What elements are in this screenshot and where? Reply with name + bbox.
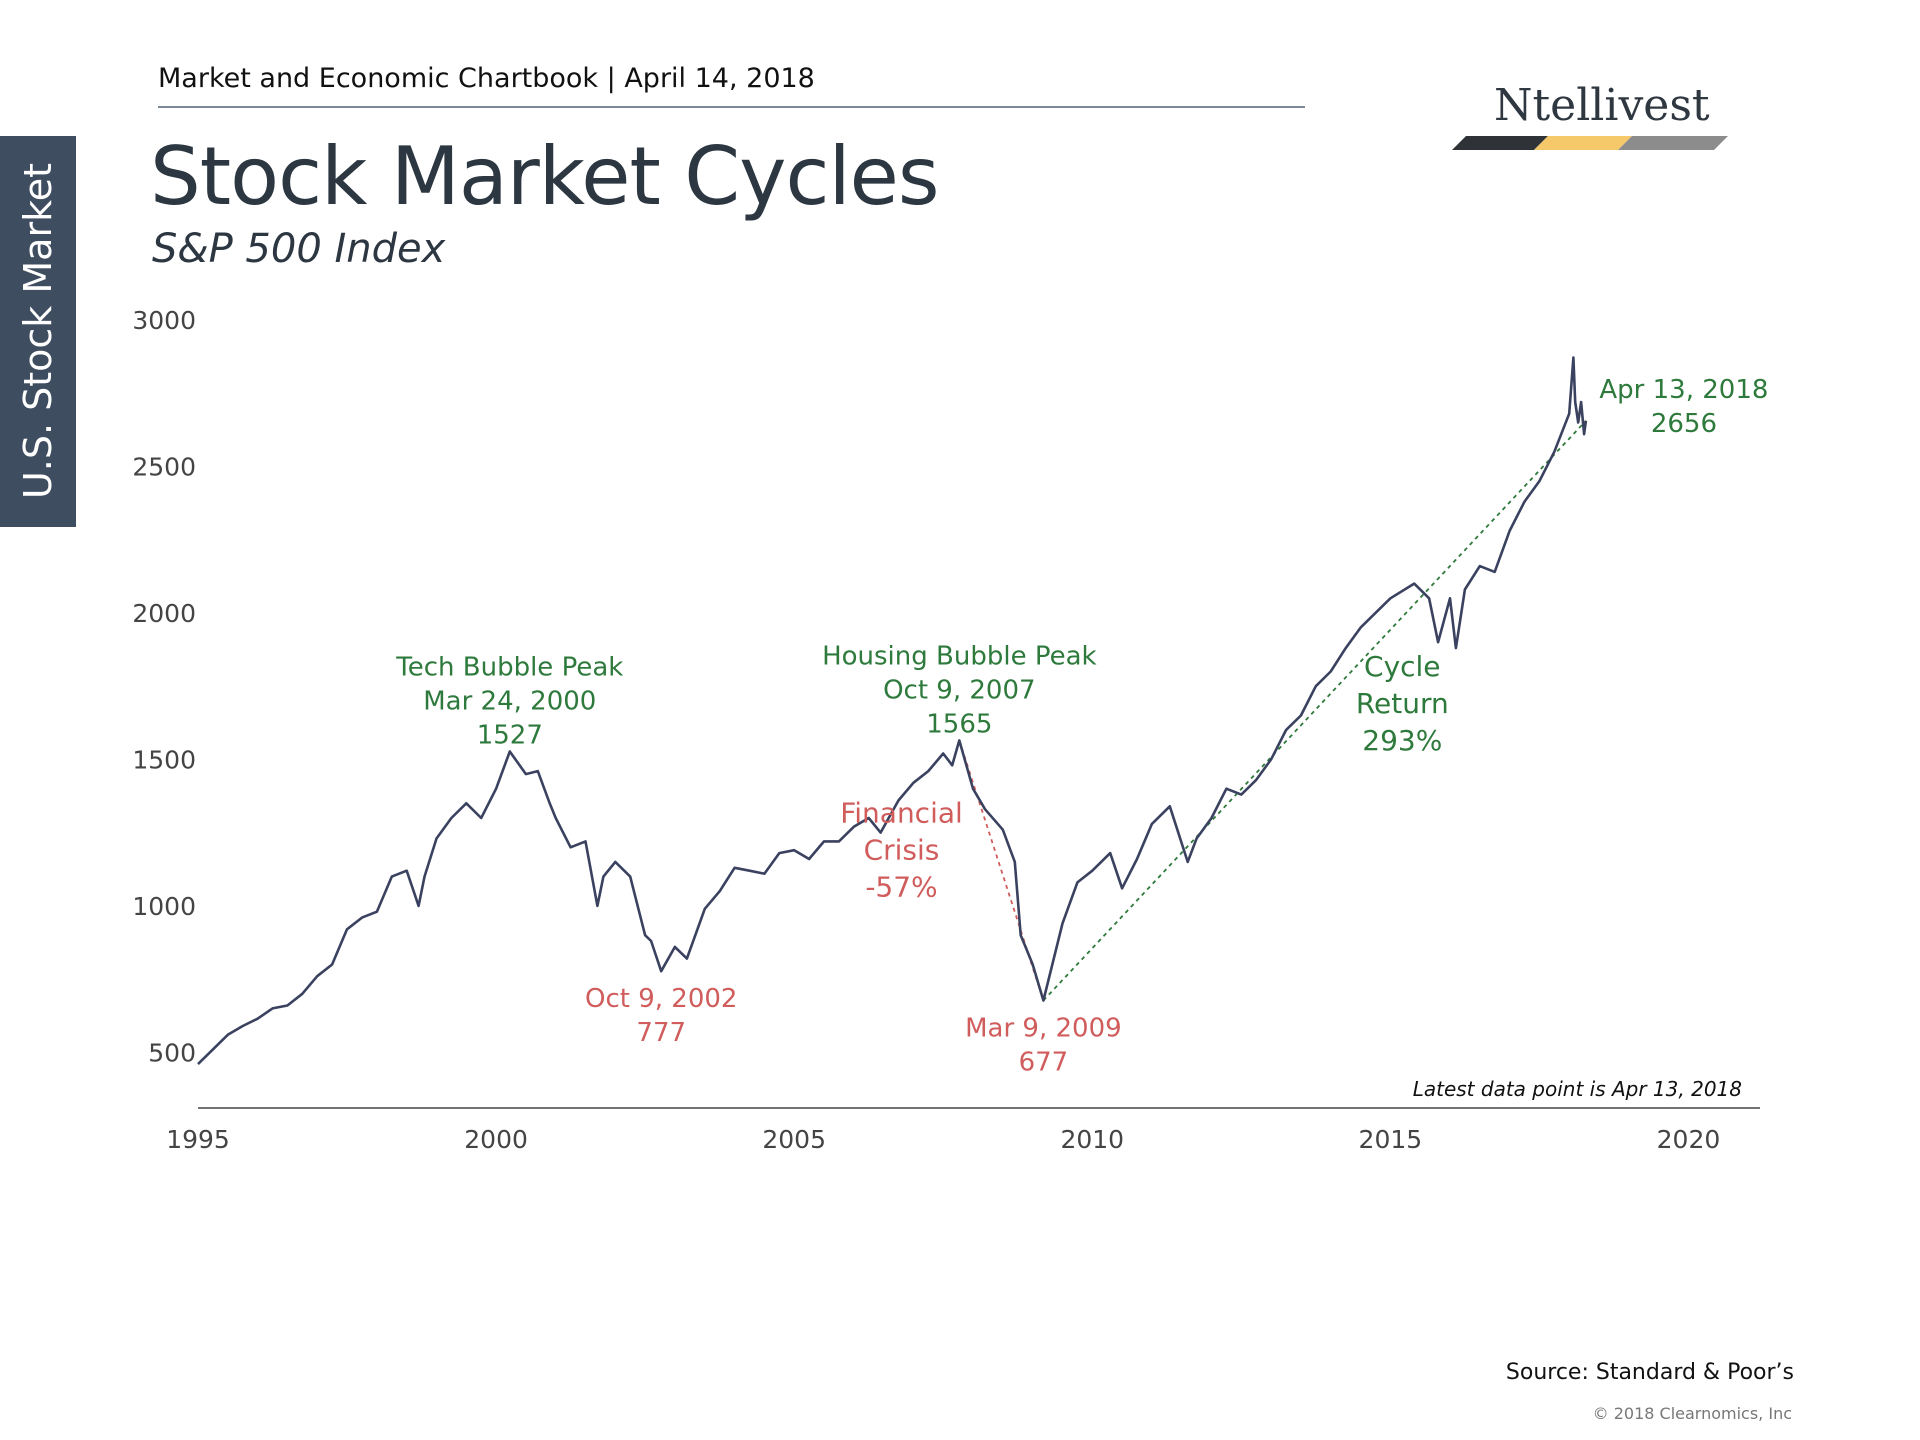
annotation-text: Cycle <box>1364 650 1441 683</box>
side-tab: U.S. Stock Market <box>0 136 76 527</box>
y-tick-label: 3000 <box>132 306 196 335</box>
x-tick-label: 2000 <box>464 1125 528 1154</box>
page-subtitle: S&P 500 Index <box>152 226 446 272</box>
annotation-text: Tech Bubble Peak <box>395 652 623 682</box>
x-tick-label: 2010 <box>1060 1125 1124 1154</box>
annotation-text: 1527 <box>477 720 543 750</box>
x-tick-label: 2020 <box>1657 1125 1721 1154</box>
y-tick-label: 2500 <box>132 452 196 481</box>
page-title: Stock Market Cycles <box>150 130 940 223</box>
y-tick-label: 1000 <box>132 892 196 921</box>
annotation-text: 293% <box>1362 724 1442 757</box>
annotation-text: Oct 9, 2007 <box>883 675 1035 705</box>
copyright-text: © 2018 Clearnomics, Inc <box>1592 1404 1792 1423</box>
annotation-text: -57% <box>865 870 937 903</box>
logo-text: Ntellivest <box>1494 80 1710 131</box>
annotation-text: 677 <box>1019 1047 1069 1077</box>
logo-bar-gold <box>1534 136 1632 150</box>
annotation-text: Housing Bubble Peak <box>822 641 1097 671</box>
annotation-text: Apr 13, 2018 <box>1599 375 1768 405</box>
annotation-text: 777 <box>636 1018 686 1048</box>
annotation-text: Return <box>1356 687 1449 720</box>
annotation-text: Oct 9, 2002 <box>585 984 737 1014</box>
x-tick-label: 2005 <box>762 1125 826 1154</box>
annotation-text: Mar 24, 2000 <box>423 686 596 716</box>
x-tick-label: 2015 <box>1359 1125 1423 1154</box>
y-tick-label: 500 <box>148 1038 196 1067</box>
logo-bar-gray <box>1618 136 1728 150</box>
source-text: Source: Standard & Poor’s <box>1505 1360 1794 1385</box>
latest-data-note: Latest data point is Apr 13, 2018 <box>1413 1077 1742 1101</box>
cycle-return-trend-line <box>1042 420 1587 1002</box>
annotation-text: Financial <box>840 796 963 829</box>
y-tick-label: 2000 <box>132 599 196 628</box>
header-divider <box>158 106 1305 108</box>
annotation-text: Crisis <box>864 833 940 866</box>
annotation-text: 2656 <box>1651 409 1717 439</box>
y-tick-label: 1500 <box>132 745 196 774</box>
x-tick-label: 1995 <box>166 1125 230 1154</box>
series-line-sp500 <box>197 356 1588 1066</box>
logo-bar-dark <box>1452 136 1548 150</box>
logo-bars <box>1452 136 1728 150</box>
header-line: Market and Economic Chartbook | April 14… <box>158 63 815 94</box>
annotation-text: Mar 9, 2009 <box>965 1013 1122 1043</box>
annotation-text: 1565 <box>926 709 992 739</box>
